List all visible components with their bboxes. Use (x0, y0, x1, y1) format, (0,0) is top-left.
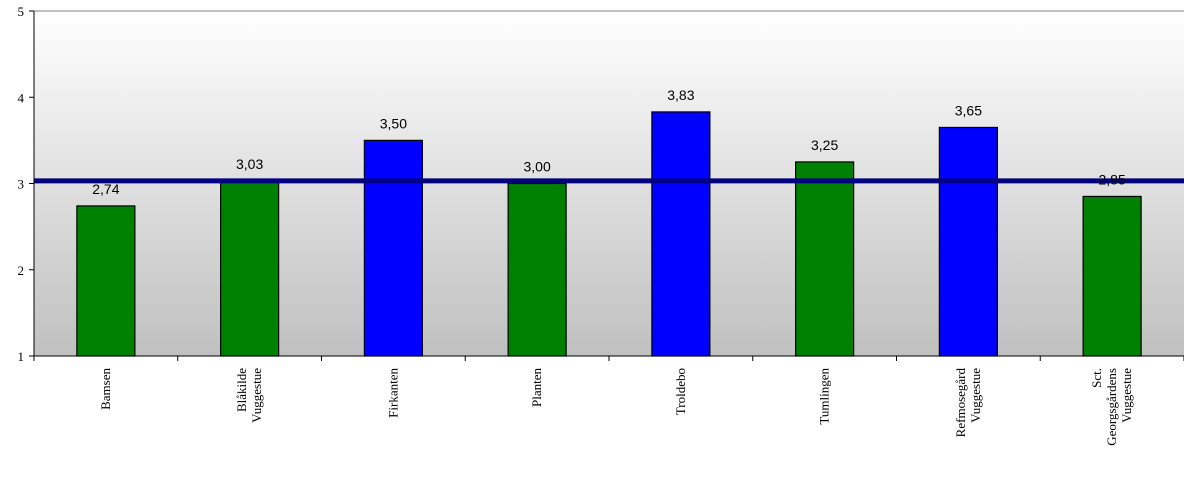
category-label: Refmosegård Vuggestue (953, 368, 983, 438)
bar (363, 139, 423, 357)
y-tick-label: 3 (18, 177, 25, 192)
category-label-line: Tumlingen (817, 368, 832, 425)
data-label: 3,25 (811, 137, 838, 153)
category-label-line: Firkanten (385, 368, 400, 418)
bar (938, 126, 998, 357)
category-label-line: Troldebo (673, 368, 688, 415)
y-tick-label: 2 (18, 263, 25, 278)
data-label: 2,85 (1099, 171, 1126, 187)
bar (651, 111, 711, 357)
bar (220, 180, 280, 357)
bar (795, 161, 855, 357)
y-tick-label: 5 (18, 4, 25, 19)
bar (507, 182, 567, 357)
category-label-line: Vuggestue (249, 368, 264, 423)
y-tick-label: 1 (18, 349, 25, 364)
category-label: Planten (529, 368, 544, 407)
data-label: 3,50 (380, 115, 407, 131)
data-label: 3,03 (236, 156, 263, 172)
y-tick-label: 4 (18, 90, 25, 105)
data-label: 3,83 (667, 87, 694, 103)
category-label-line: Blåkilde (234, 368, 249, 412)
category-label-line: Vuggestue (1119, 368, 1134, 423)
category-label: Blåkilde Vuggestue (234, 368, 264, 423)
category-label: Firkanten (385, 368, 400, 418)
category-label-line: Refmosegård (953, 368, 968, 438)
category-label-line: Planten (529, 368, 544, 407)
category-label-line: Bamsen (98, 368, 113, 410)
category-label: Tumlingen (817, 368, 832, 425)
category-label: Bamsen (98, 368, 113, 410)
category-label-line: Sct. (1089, 368, 1104, 388)
category-label-line: Georgsgårdens (1104, 368, 1119, 446)
bar (1082, 195, 1142, 357)
data-label: 3,00 (524, 159, 551, 175)
bar (76, 205, 136, 357)
category-label-line: Vuggestue (968, 368, 983, 423)
category-label: Sct. Georgsgårdens Vuggestue (1089, 368, 1134, 446)
plot-area (34, 11, 1184, 356)
data-label: 2,74 (92, 181, 119, 197)
data-label: 3,65 (955, 102, 982, 118)
category-label: Troldebo (673, 368, 688, 415)
